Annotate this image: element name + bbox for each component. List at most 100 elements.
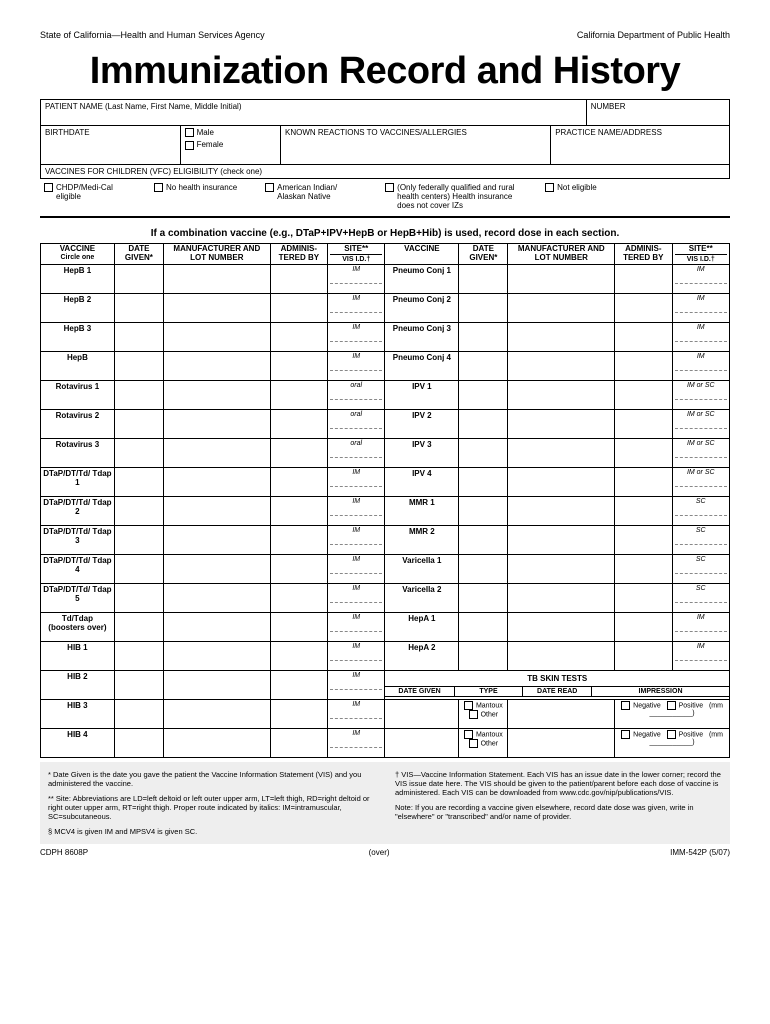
- female-checkbox[interactable]: [185, 141, 194, 150]
- mfr-right-0[interactable]: [508, 265, 615, 294]
- site-left-14[interactable]: IM: [328, 671, 385, 700]
- date-left-2[interactable]: [114, 323, 163, 352]
- date-left-4[interactable]: [114, 381, 163, 410]
- date-left-5[interactable]: [114, 410, 163, 439]
- tb-imp-0[interactable]: Negative Positive (mm ___________): [615, 700, 730, 729]
- site-left-16[interactable]: IM: [328, 729, 385, 758]
- site-left-12[interactable]: IM: [328, 613, 385, 642]
- site-right-8[interactable]: SC: [672, 497, 730, 526]
- tb-date-1[interactable]: [385, 729, 459, 758]
- site-right-13[interactable]: IM: [672, 642, 730, 671]
- date-right-4[interactable]: [459, 381, 508, 410]
- admin-left-0[interactable]: [270, 265, 327, 294]
- admin-left-13[interactable]: [270, 642, 327, 671]
- site-left-3[interactable]: IM: [328, 352, 385, 381]
- mfr-right-5[interactable]: [508, 410, 615, 439]
- site-right-11[interactable]: SC: [672, 584, 730, 613]
- date-left-8[interactable]: [114, 497, 163, 526]
- admin-left-16[interactable]: [270, 729, 327, 758]
- admin-right-5[interactable]: [615, 410, 672, 439]
- mfr-right-8[interactable]: [508, 497, 615, 526]
- date-left-6[interactable]: [114, 439, 163, 468]
- mfr-left-2[interactable]: [164, 323, 271, 352]
- vfc-checkbox-0[interactable]: [44, 183, 53, 192]
- mfr-left-16[interactable]: [164, 729, 271, 758]
- date-right-6[interactable]: [459, 439, 508, 468]
- admin-left-5[interactable]: [270, 410, 327, 439]
- admin-right-13[interactable]: [615, 642, 672, 671]
- mfr-left-9[interactable]: [164, 526, 271, 555]
- admin-left-9[interactable]: [270, 526, 327, 555]
- mfr-right-12[interactable]: [508, 613, 615, 642]
- vfc-checkbox-4[interactable]: [545, 183, 554, 192]
- mfr-right-2[interactable]: [508, 323, 615, 352]
- vfc-checkbox-3[interactable]: [385, 183, 394, 192]
- admin-left-14[interactable]: [270, 671, 327, 700]
- site-right-12[interactable]: IM: [672, 613, 730, 642]
- admin-left-15[interactable]: [270, 700, 327, 729]
- mfr-left-12[interactable]: [164, 613, 271, 642]
- mfr-left-1[interactable]: [164, 294, 271, 323]
- vfc-checkbox-1[interactable]: [154, 183, 163, 192]
- date-left-0[interactable]: [114, 265, 163, 294]
- admin-left-3[interactable]: [270, 352, 327, 381]
- site-right-1[interactable]: IM: [672, 294, 730, 323]
- admin-right-7[interactable]: [615, 468, 672, 497]
- date-left-12[interactable]: [114, 613, 163, 642]
- site-left-0[interactable]: IM: [328, 265, 385, 294]
- admin-left-12[interactable]: [270, 613, 327, 642]
- site-left-10[interactable]: IM: [328, 555, 385, 584]
- site-right-7[interactable]: IM or SC: [672, 468, 730, 497]
- date-left-3[interactable]: [114, 352, 163, 381]
- site-left-15[interactable]: IM: [328, 700, 385, 729]
- date-right-7[interactable]: [459, 468, 508, 497]
- admin-right-12[interactable]: [615, 613, 672, 642]
- date-right-0[interactable]: [459, 265, 508, 294]
- site-right-4[interactable]: IM or SC: [672, 381, 730, 410]
- mfr-left-14[interactable]: [164, 671, 271, 700]
- site-right-3[interactable]: IM: [672, 352, 730, 381]
- site-right-6[interactable]: IM or SC: [672, 439, 730, 468]
- admin-right-9[interactable]: [615, 526, 672, 555]
- mfr-left-10[interactable]: [164, 555, 271, 584]
- admin-left-4[interactable]: [270, 381, 327, 410]
- site-left-9[interactable]: IM: [328, 526, 385, 555]
- mfr-right-3[interactable]: [508, 352, 615, 381]
- site-left-11[interactable]: IM: [328, 584, 385, 613]
- admin-right-4[interactable]: [615, 381, 672, 410]
- date-right-9[interactable]: [459, 526, 508, 555]
- site-left-7[interactable]: IM: [328, 468, 385, 497]
- site-left-1[interactable]: IM: [328, 294, 385, 323]
- site-left-5[interactable]: oral: [328, 410, 385, 439]
- date-left-11[interactable]: [114, 584, 163, 613]
- date-right-5[interactable]: [459, 410, 508, 439]
- admin-right-11[interactable]: [615, 584, 672, 613]
- mfr-left-6[interactable]: [164, 439, 271, 468]
- date-left-1[interactable]: [114, 294, 163, 323]
- date-right-11[interactable]: [459, 584, 508, 613]
- mfr-right-7[interactable]: [508, 468, 615, 497]
- male-checkbox[interactable]: [185, 128, 194, 137]
- tb-read-0[interactable]: [508, 700, 615, 729]
- admin-left-7[interactable]: [270, 468, 327, 497]
- site-right-5[interactable]: IM or SC: [672, 410, 730, 439]
- date-right-10[interactable]: [459, 555, 508, 584]
- admin-left-10[interactable]: [270, 555, 327, 584]
- mfr-left-0[interactable]: [164, 265, 271, 294]
- date-right-1[interactable]: [459, 294, 508, 323]
- date-left-10[interactable]: [114, 555, 163, 584]
- admin-right-10[interactable]: [615, 555, 672, 584]
- admin-right-8[interactable]: [615, 497, 672, 526]
- mfr-right-9[interactable]: [508, 526, 615, 555]
- mfr-left-8[interactable]: [164, 497, 271, 526]
- date-right-3[interactable]: [459, 352, 508, 381]
- site-left-6[interactable]: oral: [328, 439, 385, 468]
- mfr-left-7[interactable]: [164, 468, 271, 497]
- tb-type-0[interactable]: MantouxOther: [459, 700, 508, 729]
- mfr-right-1[interactable]: [508, 294, 615, 323]
- tb-date-0[interactable]: [385, 700, 459, 729]
- admin-right-3[interactable]: [615, 352, 672, 381]
- date-right-12[interactable]: [459, 613, 508, 642]
- admin-left-8[interactable]: [270, 497, 327, 526]
- mfr-right-6[interactable]: [508, 439, 615, 468]
